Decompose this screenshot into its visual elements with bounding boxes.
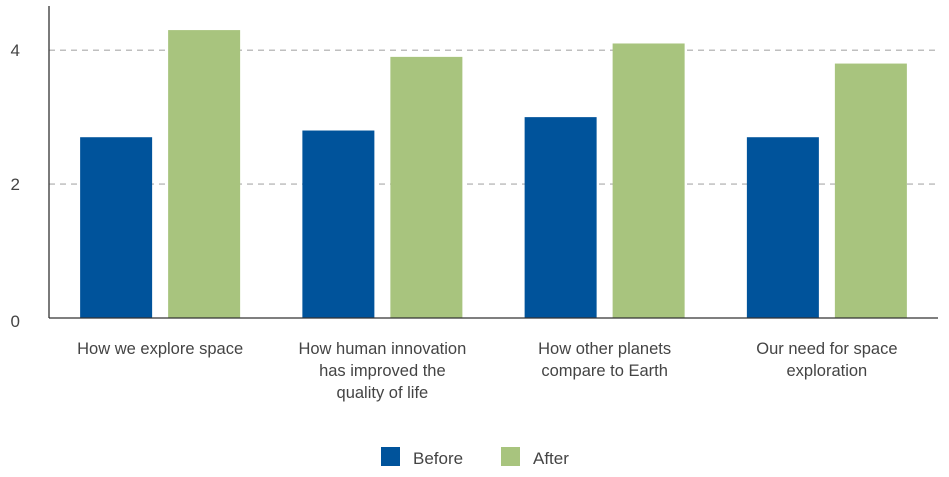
legend-item-after: After (501, 447, 569, 468)
legend-swatch-after (501, 447, 520, 466)
bar-after-4 (834, 63, 907, 318)
legend-item-before: Before (381, 447, 463, 468)
category-labels: How we explore space How human innovation… (77, 340, 897, 402)
bar-after-3 (612, 43, 685, 318)
legend-label-before: Before (413, 449, 463, 468)
bar-before-3 (524, 117, 597, 318)
bar-before-1 (80, 137, 153, 318)
bar-before-4 (746, 137, 819, 318)
y-tick-label-2: 2 (11, 175, 20, 194)
bar-after-2 (390, 56, 463, 318)
bar-after-1 (168, 30, 241, 319)
legend: Before After (381, 447, 569, 468)
y-tick-label-0: 0 (11, 312, 20, 331)
category-label-2: How human innovation has improved the qual… (298, 340, 466, 402)
legend-swatch-before (381, 447, 400, 466)
y-tick-label-4: 4 (11, 41, 20, 60)
legend-label-after: After (533, 449, 569, 468)
y-tick-labels: 0 2 4 (11, 41, 20, 331)
category-label-1: How we explore space (77, 340, 243, 358)
category-label-3: How other planets compare to Earth (538, 340, 671, 380)
bar-before-2 (302, 130, 375, 318)
category-label-4: Our need for space exploration (756, 340, 897, 380)
bars-layer (80, 30, 907, 319)
